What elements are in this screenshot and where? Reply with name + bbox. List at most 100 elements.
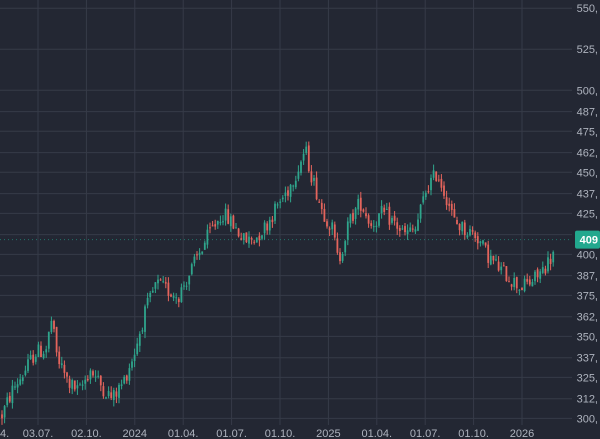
candle-body bbox=[258, 235, 261, 241]
candle-body bbox=[281, 197, 284, 200]
candle-body bbox=[523, 278, 526, 292]
candlestick-series bbox=[1, 141, 555, 425]
candle-body bbox=[466, 235, 469, 238]
candle-body bbox=[518, 289, 521, 291]
candle-body bbox=[209, 227, 211, 229]
y-tick-label: 400, bbox=[577, 249, 598, 261]
y-axis: 550,525,500,487,475,462,450,437,425,412,… bbox=[577, 3, 598, 425]
candle-body bbox=[294, 180, 297, 188]
candle-body bbox=[175, 297, 178, 299]
candle-body bbox=[19, 379, 22, 385]
candle-body bbox=[419, 204, 422, 219]
candle-body bbox=[458, 223, 461, 231]
candle-body bbox=[58, 351, 61, 365]
last-price-badge bbox=[575, 230, 600, 249]
y-tick-label: 437, bbox=[577, 189, 598, 201]
candle-body bbox=[367, 215, 370, 224]
x-axis: 03.07. 02.10. 2024 01.04. 01.07. 01.10. 2025 01… bbox=[0, 428, 534, 439]
candle-body bbox=[326, 221, 328, 227]
candle-body bbox=[435, 171, 438, 181]
candle-body bbox=[526, 279, 529, 282]
candle-body bbox=[495, 259, 497, 261]
x-tick-label: 01.07. bbox=[216, 428, 247, 439]
candle-body bbox=[162, 281, 165, 283]
y-tick-label: 350, bbox=[577, 331, 598, 343]
candle-body bbox=[443, 185, 445, 196]
candle-body bbox=[292, 185, 295, 187]
candle-body bbox=[138, 333, 141, 346]
candle-body bbox=[167, 282, 170, 296]
candle-body bbox=[427, 191, 430, 193]
candle-body bbox=[391, 217, 393, 223]
candle-body bbox=[250, 238, 253, 240]
candle-body bbox=[422, 196, 425, 203]
candle-body bbox=[248, 236, 250, 244]
candle-body bbox=[84, 379, 87, 384]
candle-body bbox=[50, 320, 53, 333]
candle-body bbox=[487, 244, 490, 263]
candle-body bbox=[120, 384, 123, 386]
candle-body bbox=[424, 192, 427, 198]
candle-body bbox=[8, 395, 11, 402]
candle-body bbox=[362, 209, 365, 212]
candle-body bbox=[196, 254, 198, 256]
y-tick-label: 450, bbox=[577, 167, 598, 179]
candle-body bbox=[11, 385, 14, 404]
last-price-label: 409 bbox=[580, 235, 598, 247]
candle-body bbox=[448, 203, 451, 206]
candle-body bbox=[27, 359, 29, 371]
candle-body bbox=[339, 252, 341, 262]
candle-body bbox=[170, 294, 172, 297]
candle-body bbox=[146, 297, 149, 306]
candle-body bbox=[60, 363, 63, 366]
candle-body bbox=[375, 225, 378, 228]
candle-body bbox=[461, 221, 464, 232]
y-tick-label: 300, bbox=[577, 413, 598, 425]
candle-body bbox=[302, 153, 305, 161]
candle-body bbox=[253, 241, 256, 243]
y-tick-label: 487, bbox=[577, 107, 598, 119]
candle-body bbox=[430, 177, 432, 191]
candle-body bbox=[414, 229, 417, 232]
candle-body bbox=[505, 266, 508, 282]
candle-body bbox=[1, 414, 3, 419]
candle-body bbox=[198, 252, 201, 256]
candle-body bbox=[484, 242, 487, 246]
y-tick-label: 375, bbox=[577, 290, 598, 302]
candle-body bbox=[515, 277, 518, 289]
candle-body bbox=[245, 232, 248, 243]
candle-body bbox=[341, 254, 344, 261]
candle-body bbox=[354, 208, 357, 219]
candle-body bbox=[79, 384, 81, 386]
x-tick-label: 2024 bbox=[123, 428, 147, 439]
candle-body bbox=[105, 397, 107, 399]
candle-body bbox=[513, 277, 516, 288]
candle-body bbox=[271, 219, 274, 223]
candle-body bbox=[536, 269, 539, 278]
y-tick-label: 312, bbox=[577, 394, 598, 406]
y-tick-label: 550, bbox=[577, 3, 598, 15]
candle-body bbox=[183, 285, 185, 287]
candle-body bbox=[34, 356, 37, 362]
candle-body bbox=[502, 265, 505, 267]
candle-body bbox=[393, 215, 396, 221]
candle-body bbox=[157, 279, 159, 284]
candle-body bbox=[482, 240, 484, 244]
candle-body bbox=[172, 295, 175, 298]
candle-body bbox=[380, 206, 383, 214]
candle-body bbox=[76, 385, 79, 389]
x-tick-label: 01.04. bbox=[168, 428, 199, 439]
candle-body bbox=[541, 267, 544, 273]
x-tick-label: 01.04. bbox=[362, 428, 393, 439]
candle-body bbox=[544, 268, 547, 274]
candle-body bbox=[370, 223, 373, 226]
candle-body bbox=[359, 197, 362, 211]
candle-body bbox=[346, 221, 349, 240]
candle-body bbox=[118, 384, 120, 398]
candle-body bbox=[279, 201, 282, 203]
candle-body bbox=[401, 228, 404, 230]
candle-body bbox=[224, 208, 227, 221]
candle-body bbox=[151, 290, 154, 293]
candle-body bbox=[276, 204, 279, 206]
